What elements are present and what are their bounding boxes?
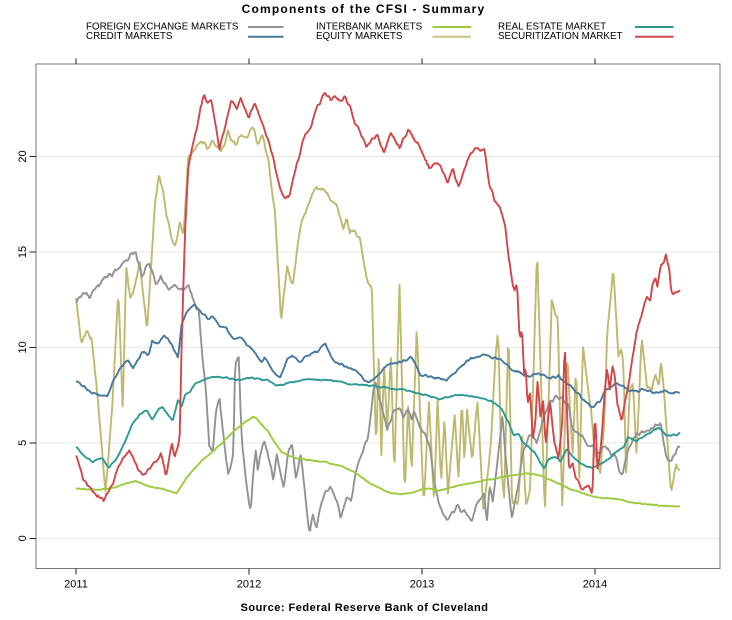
svg-text:SECURITIZATION MARKET: SECURITIZATION MARKET [498,31,622,42]
svg-text:EQUITY MARKETS: EQUITY MARKETS [316,31,403,42]
svg-text:2013: 2013 [410,579,434,591]
svg-text:INTERBANK MARKETS: INTERBANK MARKETS [316,21,423,32]
svg-text:0: 0 [17,535,29,541]
svg-text:CREDIT MARKETS: CREDIT MARKETS [86,31,173,42]
svg-text:2012: 2012 [237,579,261,591]
svg-text:FOREIGN EXCHANGE MARKETS: FOREIGN EXCHANGE MARKETS [86,21,239,32]
svg-text:2014: 2014 [583,579,607,591]
svg-text:5: 5 [17,440,29,446]
svg-text:Components of the CFSI - Summa: Components of the CFSI - Summary [242,2,486,16]
svg-text:2011: 2011 [64,579,88,591]
svg-text:20: 20 [17,150,29,162]
svg-text:REAL ESTATE MARKET: REAL ESTATE MARKET [498,21,606,32]
svg-text:10: 10 [17,341,29,353]
svg-text:Source: Federal Reserve Bank o: Source: Federal Reserve Bank of Clevelan… [241,602,489,614]
svg-text:15: 15 [17,246,29,258]
